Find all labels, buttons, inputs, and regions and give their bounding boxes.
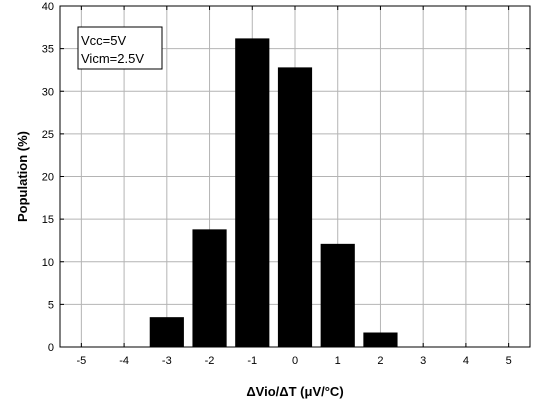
histogram-bar xyxy=(277,67,313,347)
x-tick-label: -1 xyxy=(247,355,257,367)
y-tick-label: 25 xyxy=(42,129,54,141)
x-tick-label: 5 xyxy=(506,355,512,367)
x-tick-label: 2 xyxy=(377,355,383,367)
x-axis-title: ΔVio/ΔT (μV/°C) xyxy=(246,384,343,399)
x-tick-label: -2 xyxy=(205,355,215,367)
x-tick-label: 4 xyxy=(463,355,469,367)
y-tick-label: 0 xyxy=(48,342,54,354)
conditions-box xyxy=(77,26,163,70)
histogram-bar xyxy=(363,332,398,347)
x-tick-label: -5 xyxy=(76,355,86,367)
bars xyxy=(149,38,398,348)
x-tick-label: 3 xyxy=(420,355,426,367)
y-tick-label: 10 xyxy=(42,257,54,269)
y-axis-title: Population (%) xyxy=(15,131,30,222)
histogram-bar xyxy=(235,38,270,348)
histogram-bar xyxy=(149,317,184,347)
x-tick-label: 0 xyxy=(292,355,298,367)
y-tick-label: 15 xyxy=(42,214,54,226)
y-tick-label: 35 xyxy=(42,44,54,56)
y-tick-label: 40 xyxy=(42,1,54,13)
histogram-bar xyxy=(192,229,227,347)
x-tick-label: -3 xyxy=(162,355,172,367)
annotation-vcc: Vcc=5V xyxy=(81,33,126,48)
y-tick-label: 30 xyxy=(42,86,54,98)
y-tick-label: 5 xyxy=(48,299,54,311)
histogram-bar xyxy=(320,243,355,347)
annotation-vicm: Vicm=2.5V xyxy=(81,51,144,66)
axis-ticks: -5 -4 -3 -2 -1 0 1 2 3 4 5 0 5 10 15 20 25 30 35 40 xyxy=(42,1,530,367)
x-tick-label: -4 xyxy=(119,355,129,367)
x-tick-label: 1 xyxy=(335,355,341,367)
conditions-annotation: Vcc=5V Vicm=2.5V xyxy=(77,26,163,70)
y-tick-label: 20 xyxy=(42,172,54,184)
